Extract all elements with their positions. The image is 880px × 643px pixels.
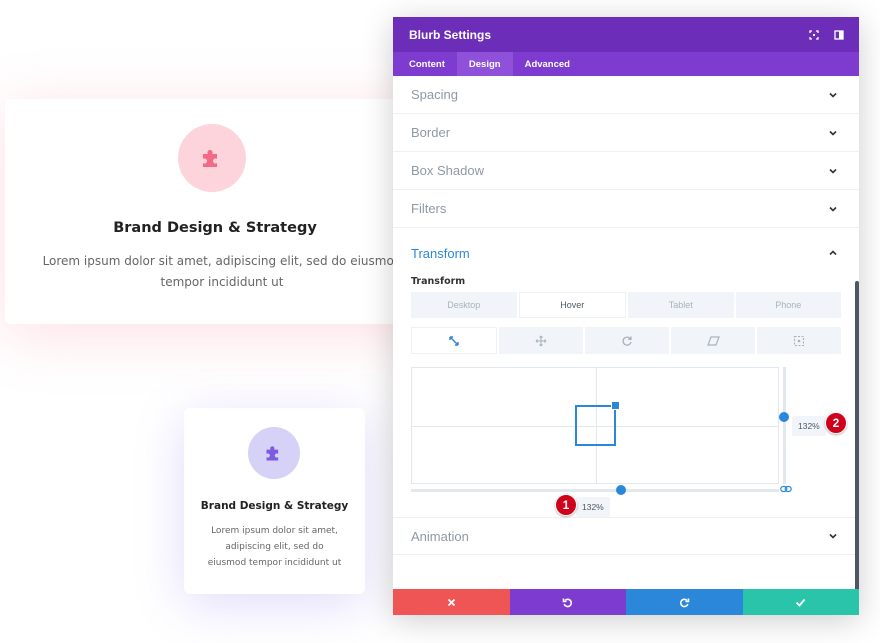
chevron-down-icon <box>829 533 837 539</box>
skew-icon <box>706 335 720 346</box>
tab-advanced[interactable]: Advanced <box>524 58 570 70</box>
fullscreen-icon[interactable] <box>801 17 826 52</box>
close-icon <box>447 598 455 606</box>
chevron-up-icon <box>829 250 837 256</box>
transform-header[interactable]: Transform <box>411 228 841 278</box>
annotation-marker-1: 1 <box>555 494 577 516</box>
device-tab-desktop[interactable]: Desktop <box>411 292 517 318</box>
blurb-icon-circle <box>248 427 300 479</box>
section-label: Animation <box>411 528 469 544</box>
cancel-button[interactable] <box>393 589 510 615</box>
scale-preview-grid <box>411 367 779 484</box>
blurb-card-small: Brand Design & Strategy Lorem ipsum dolo… <box>184 408 365 594</box>
move-icon <box>535 335 547 346</box>
chevron-down-icon <box>829 168 837 174</box>
tool-tab-rotate[interactable] <box>585 327 669 354</box>
redo-button[interactable] <box>626 589 743 615</box>
section-label: Spacing <box>411 87 458 102</box>
scale-y-slider[interactable] <box>779 367 789 484</box>
scale-icon <box>449 335 459 346</box>
blurb-settings-modal: Blurb Settings Content Design Advanced S… <box>393 17 859 615</box>
device-tab-tablet[interactable]: Tablet <box>628 292 734 318</box>
section-animation[interactable]: Animation <box>393 517 859 555</box>
tool-tab-translate[interactable] <box>499 327 583 354</box>
chevron-down-icon <box>829 206 837 212</box>
scale-control: 132% 132% <box>411 367 841 517</box>
section-border[interactable]: Border <box>393 114 859 152</box>
scale-x-slider-thumb[interactable] <box>615 485 626 495</box>
section-label: Transform <box>411 245 470 261</box>
scale-y-value[interactable]: 132% <box>792 416 826 436</box>
sidebar-toggle-icon[interactable] <box>826 17 851 52</box>
blurb-text: Lorem ipsum dolor sit amet, adipiscing e… <box>42 254 402 289</box>
tool-tab-skew[interactable] <box>671 327 755 354</box>
tab-content[interactable]: Content <box>409 58 445 70</box>
undo-icon <box>562 598 573 607</box>
tool-tab-scale[interactable] <box>411 327 497 354</box>
chevron-down-icon <box>829 130 837 136</box>
puzzle-icon <box>266 446 279 461</box>
device-tab-hover[interactable]: Hover <box>518 292 626 318</box>
section-label: Border <box>411 125 451 140</box>
modal-tabs: Content Design Advanced <box>393 52 859 76</box>
blurb-title: Brand Design & Strategy <box>113 220 317 236</box>
scale-preview-box <box>575 401 620 446</box>
annotation-marker-2: 2 <box>825 412 847 434</box>
device-tabs: Desktop Hover Tablet Phone <box>411 292 841 318</box>
scrollbar[interactable] <box>855 281 859 589</box>
blurb-icon-circle <box>178 124 246 192</box>
grid-line-horizontal <box>412 426 778 427</box>
check-icon <box>796 598 806 607</box>
tool-tab-origin[interactable] <box>757 327 841 354</box>
scale-x-value[interactable]: 132% <box>576 497 610 517</box>
undo-button[interactable] <box>509 589 626 615</box>
modal-footer <box>393 589 859 615</box>
scale-y-slider-thumb[interactable] <box>779 412 789 423</box>
rotate-icon <box>622 336 632 346</box>
corner-handle[interactable] <box>611 401 620 410</box>
section-filters[interactable]: Filters <box>393 190 859 228</box>
transform-sub-label: Transform <box>411 276 466 287</box>
section-label: Filters <box>411 201 447 216</box>
device-tab-phone[interactable]: Phone <box>735 292 841 318</box>
puzzle-icon <box>203 150 217 167</box>
modal-body: Spacing Border Box Shadow Filters Transf… <box>393 76 859 589</box>
blurb-text: Lorem ipsum dolor sit amet, adipiscing e… <box>207 526 342 568</box>
chevron-down-icon <box>829 92 837 98</box>
blurb-title: Brand Design & Strategy <box>200 500 349 512</box>
scale-x-slider[interactable] <box>411 485 779 495</box>
modal-header: Blurb Settings <box>393 17 859 52</box>
blurb-card-large: Brand Design & Strategy Lorem ipsum dolo… <box>5 99 425 324</box>
link-icon[interactable] <box>780 484 792 494</box>
tab-design[interactable]: Design <box>456 52 513 76</box>
grid-line-vertical <box>596 368 597 483</box>
redo-icon <box>679 598 690 607</box>
save-button[interactable] <box>742 589 859 615</box>
transform-tool-tabs <box>411 327 841 354</box>
modal-title: Blurb Settings <box>409 27 492 42</box>
section-transform: Transform Transform Desktop Hover Tablet… <box>393 228 859 517</box>
section-box-shadow[interactable]: Box Shadow <box>393 152 859 190</box>
section-label: Box Shadow <box>411 163 484 178</box>
section-spacing[interactable]: Spacing <box>393 76 859 114</box>
origin-icon <box>793 335 805 346</box>
